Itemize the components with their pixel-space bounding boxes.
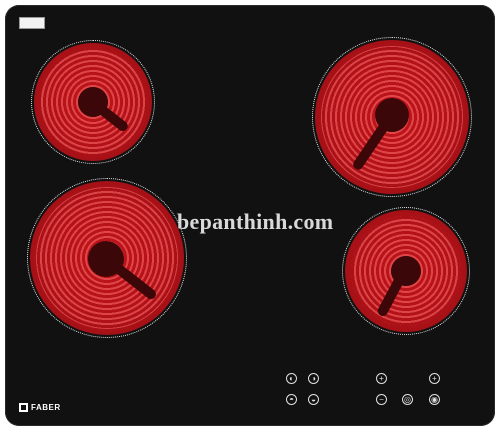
power-minus-icon[interactable]: − bbox=[376, 394, 387, 405]
cooking-zone-bottom-right bbox=[342, 207, 470, 335]
timer-plus-icon[interactable]: + bbox=[429, 373, 440, 384]
brand-name: FABER bbox=[31, 403, 61, 412]
lock-icon[interactable]: ◎ bbox=[402, 394, 413, 405]
zone-top-left-select-icon[interactable]: ◐ bbox=[286, 373, 297, 384]
zone-rim bbox=[342, 207, 470, 335]
brand-logo: FABER bbox=[19, 403, 61, 412]
power-icon[interactable]: ◉ bbox=[429, 394, 440, 405]
zone-rim bbox=[312, 37, 472, 197]
zone-rim bbox=[27, 178, 187, 338]
zone-bottom-left-select-icon[interactable]: ◓ bbox=[286, 394, 297, 405]
spec-label-sticker bbox=[19, 17, 45, 29]
brand-mark-icon bbox=[19, 403, 28, 412]
zone-rim bbox=[31, 40, 155, 164]
cooking-zone-bottom-left bbox=[27, 178, 187, 338]
cooking-zone-top-left bbox=[31, 40, 155, 164]
power-plus-icon[interactable]: + bbox=[376, 373, 387, 384]
watermark-text: bepanthinh.com bbox=[177, 209, 334, 234]
zone-bottom-right-select-icon[interactable]: ◒ bbox=[308, 394, 319, 405]
zone-top-right-select-icon[interactable]: ◑ bbox=[308, 373, 319, 384]
cooktop-glass: bepanthinh.com ◐ ◑ ◓ ◒ + − + ◎ ◉ FABER bbox=[5, 5, 495, 426]
cooking-zone-top-right bbox=[312, 37, 472, 197]
